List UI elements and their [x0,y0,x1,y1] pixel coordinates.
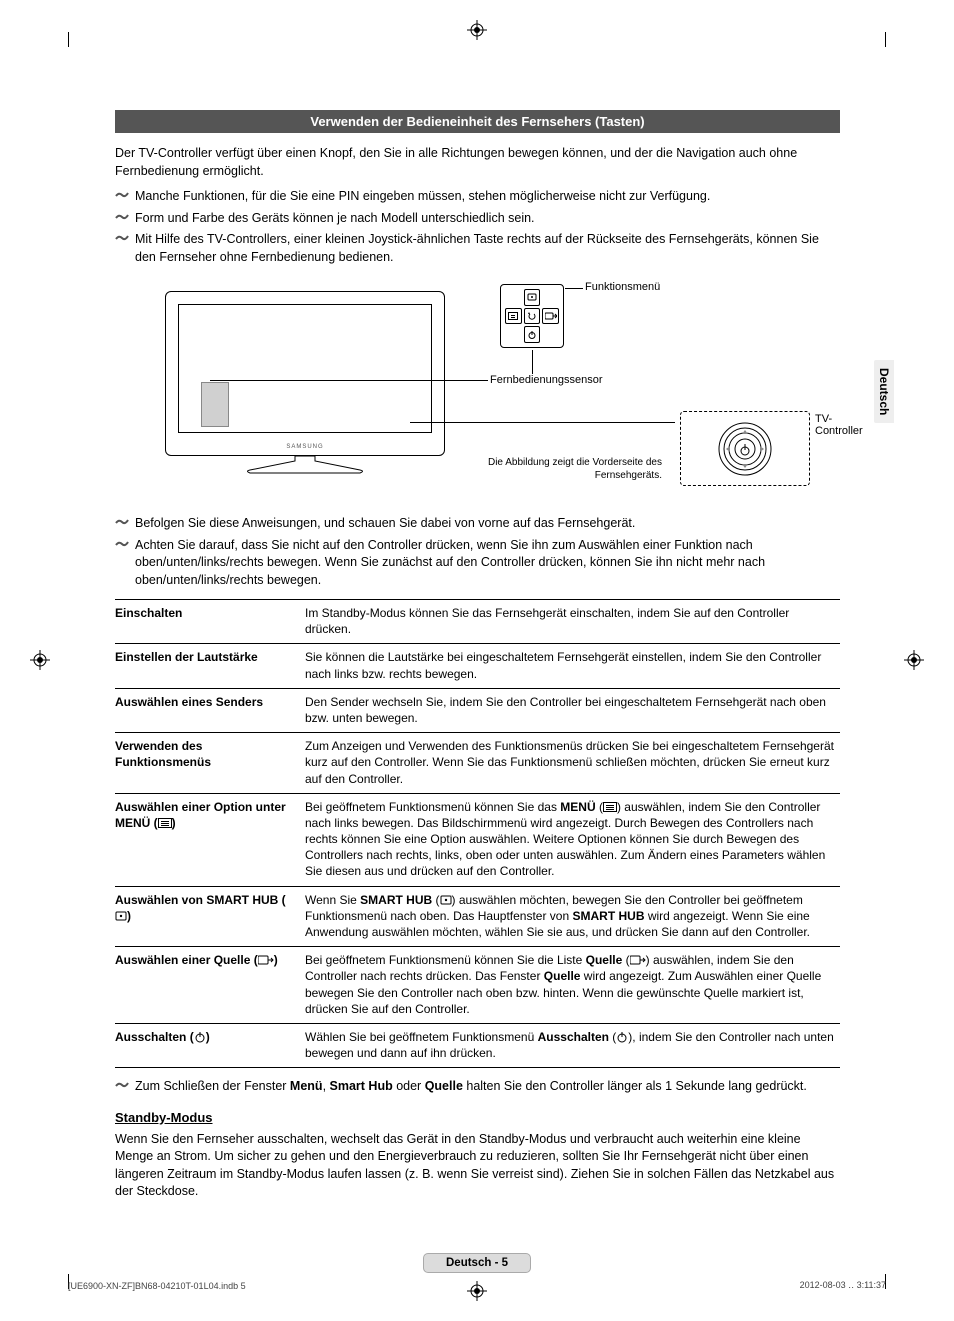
table-row: Einstellen der Lautstärke Sie können die… [115,644,840,688]
source-icon [258,955,274,965]
registration-mark-icon [30,650,50,670]
menu-icon [603,802,617,812]
registration-mark-icon [467,20,487,40]
power-icon [194,1031,206,1043]
fn-desc: Im Standby-Modus können Sie das Fernsehg… [305,600,840,644]
note-item: Manche Funktionen, für die Sie eine PIN … [115,188,840,206]
smart-hub-icon [115,910,127,922]
fn-name: Auswählen einer Option unter MENÜ () [115,793,305,886]
fn-name: Verwenden des Funktionsmenüs [115,733,305,794]
table-row: Auswählen einer Quelle () Bei geöffnetem… [115,947,840,1024]
registration-mark-icon [467,1281,487,1301]
fn-name: Auswählen von SMART HUB () [115,886,305,947]
mid-notes: Befolgen Sie diese Anweisungen, und scha… [115,515,840,589]
note-item: Achten Sie darauf, dass Sie nicht auf de… [115,537,840,590]
note-item: Zum Schließen der Fenster Menü, Smart Hu… [115,1078,840,1096]
crop-mark [885,32,886,47]
table-row: Verwenden des Funktionsmenüs Zum Anzeige… [115,733,840,794]
fn-desc: Wählen Sie bei geöffnetem Funktionsmenü … [305,1023,840,1067]
language-tab: Deutsch [874,360,894,423]
tv-body-icon: SAMSUNG [165,291,445,456]
registration-mark-icon [904,650,924,670]
fn-name: Ausschalten () [115,1023,305,1067]
power-icon [616,1031,628,1043]
note-icon [115,189,129,201]
func-menu-label: Funktionsmenü [585,281,660,293]
note-text: Befolgen Sie diese Anweisungen, und scha… [135,516,635,530]
fn-name: Auswählen einer Quelle () [115,947,305,1024]
tv-controller-area [680,411,810,486]
power-cell-icon [524,326,541,343]
tv-brand-label: SAMSUNG [286,444,323,450]
footer-timestamp: 2012-08-03 ․․ 3:11:37 [800,1280,886,1291]
fn-desc: Zum Anzeigen und Verwenden des Funktions… [305,733,840,794]
note-item: Form und Farbe des Geräts können je nach… [115,210,840,228]
note-text: Manche Funktionen, für die Sie eine PIN … [135,189,710,203]
fn-name: Einstellen der Lautstärke [115,644,305,688]
note-text: Zum Schließen der Fenster Menü, Smart Hu… [135,1079,807,1093]
table-row: Auswählen von SMART HUB () Wenn Sie SMAR… [115,886,840,947]
crop-mark [68,32,69,47]
menu-cell-icon [505,308,522,325]
note-item: Mit Hilfe des TV-Controllers, einer klei… [115,231,840,266]
section-header: Verwenden der Bedieneinheit des Fernsehe… [115,110,840,133]
smart-hub-cell-icon [524,289,541,306]
fn-desc: Bei geöffnetem Funktionsmenü können Sie … [305,793,840,886]
table-row: Auswählen einer Option unter MENÜ () Bei… [115,793,840,886]
menu-icon [158,818,172,828]
controller-icon [716,420,774,478]
source-icon [630,955,646,965]
diagram-caption: Die Abbildung zeigt die Vorderseite des … [487,456,662,482]
table-row: Einschalten Im Standby-Modus können Sie … [115,600,840,644]
tv-diagram: SAMSUNG Funktionsmenü Fer [145,276,810,501]
standby-heading: Standby-Modus [115,1110,840,1125]
closing-note: Zum Schließen der Fenster Menü, Smart Hu… [115,1078,840,1096]
smart-hub-icon [440,894,452,906]
fn-name: Auswählen eines Senders [115,688,305,732]
fn-desc: Bei geöffnetem Funktionsmenü können Sie … [305,947,840,1024]
note-text: Achten Sie darauf, dass Sie nicht auf de… [135,538,765,587]
note-icon [115,1079,129,1091]
note-icon [115,538,129,550]
footer-filename: [UE6900-XN-ZF]BN68-04210T-01L04.indb 5 [68,1281,246,1291]
source-cell-icon [542,308,559,325]
note-icon [115,516,129,528]
page-number: Deutsch - 5 [423,1253,531,1273]
function-table: Einschalten Im Standby-Modus können Sie … [115,599,840,1068]
note-text: Mit Hilfe des TV-Controllers, einer klei… [135,232,819,264]
note-item: Befolgen Sie diese Anweisungen, und scha… [115,515,840,533]
remote-sensor-icon [201,382,229,427]
note-icon [115,211,129,223]
top-notes: Manche Funktionen, für die Sie eine PIN … [115,188,840,266]
fn-desc: Sie können die Lautstärke bei eingeschal… [305,644,840,688]
fn-desc: Den Sender wechseln Sie, indem Sie den C… [305,688,840,732]
table-row: Auswählen eines Senders Den Sender wechs… [115,688,840,732]
sensor-label: Fernbedienungssensor [490,374,603,386]
standby-body: Wenn Sie den Fernseher ausschalten, wech… [115,1131,840,1201]
note-text: Form und Farbe des Geräts können je nach… [135,211,535,225]
note-icon [115,232,129,244]
fn-name: Einschalten [115,600,305,644]
return-cell-icon [524,308,541,325]
controller-label: TV-Controller [815,413,875,437]
tv-stand-icon [245,456,365,474]
table-row: Ausschalten () Wählen Sie bei geöffnetem… [115,1023,840,1067]
page-content: Verwenden der Bedieneinheit des Fernsehe… [115,110,840,1201]
intro-text: Der TV-Controller verfügt über einen Kno… [115,145,840,180]
function-menu-icon [500,284,564,348]
fn-desc: Wenn Sie SMART HUB () auswählen möchten,… [305,886,840,947]
